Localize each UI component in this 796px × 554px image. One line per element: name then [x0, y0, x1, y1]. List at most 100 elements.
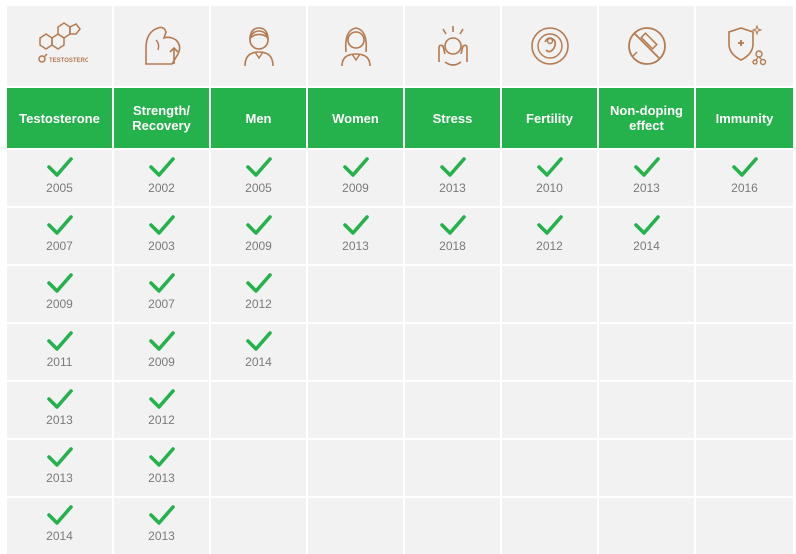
checkmark-icon: [536, 157, 563, 177]
table-cell: 2007: [7, 208, 112, 264]
table-cell: [696, 382, 793, 438]
checkmark-icon: [46, 157, 73, 177]
icon-cell: [696, 6, 793, 86]
study-year: 2016: [731, 181, 758, 195]
table-cell: [405, 266, 500, 322]
man-icon: [243, 27, 274, 67]
fertility-embryo-icon: [530, 27, 569, 65]
table-cell: [405, 382, 500, 438]
table-cell: 2013: [114, 440, 209, 496]
checkmark-icon: [46, 505, 73, 525]
study-year: 2009: [148, 355, 175, 369]
column-header: Fertility: [502, 88, 597, 148]
table-cell: [405, 498, 500, 554]
immunity-shield-icon: [727, 24, 766, 66]
table-cell: [502, 266, 597, 322]
table-cell: [502, 324, 597, 380]
table-cell: 2014: [599, 208, 694, 264]
table-cell: [211, 440, 306, 496]
study-year: 2013: [342, 239, 369, 253]
table-cell: 2012: [114, 382, 209, 438]
checkmark-icon: [148, 215, 175, 235]
icon-cell: TESTOSTERONE: [7, 6, 112, 86]
table-cell: [599, 440, 694, 496]
checkmark-icon: [245, 157, 272, 177]
table-cell: 2005: [211, 150, 306, 206]
table-cell: [502, 498, 597, 554]
checkmark-icon: [633, 215, 660, 235]
table-cell: 2011: [7, 324, 112, 380]
stressed-person-icon: [437, 26, 468, 66]
checkmark-icon: [148, 157, 175, 177]
checkmark-icon: [148, 331, 175, 351]
column-header: Women: [308, 88, 403, 148]
study-year: 2013: [633, 181, 660, 195]
study-year: 2002: [148, 181, 175, 195]
table-cell: 2014: [7, 498, 112, 554]
checkmark-icon: [46, 215, 73, 235]
table-cell: [211, 382, 306, 438]
checkmark-icon: [46, 273, 73, 293]
column-header: Strength/ Recovery: [114, 88, 209, 148]
table-cell: 2002: [114, 150, 209, 206]
table-cell: 2013: [308, 208, 403, 264]
study-year: 2013: [148, 471, 175, 485]
checkmark-icon: [148, 273, 175, 293]
table-cell: 2003: [114, 208, 209, 264]
table-cell: 2012: [211, 266, 306, 322]
table-cell: [599, 266, 694, 322]
study-year: 2014: [46, 529, 73, 543]
study-year: 2009: [245, 239, 272, 253]
woman-icon: [340, 27, 371, 67]
svg-text:TESTOSTERONE: TESTOSTERONE: [49, 58, 88, 64]
flexed-arm-icon: [144, 26, 180, 65]
table-cell: [308, 382, 403, 438]
table-cell: 2010: [502, 150, 597, 206]
table-cell: 2013: [7, 440, 112, 496]
table-cell: 2013: [114, 498, 209, 554]
table-cell: 2009: [7, 266, 112, 322]
table-cell: [211, 498, 306, 554]
study-year: 2009: [46, 297, 73, 311]
table-cell: [599, 498, 694, 554]
table-cell: [405, 324, 500, 380]
table-cell: [502, 382, 597, 438]
study-year: 2005: [245, 181, 272, 195]
table-cell: 2009: [114, 324, 209, 380]
checkmark-icon: [731, 157, 758, 177]
table-cell: [308, 266, 403, 322]
icon-cell: [114, 6, 209, 86]
study-year: 2013: [46, 413, 73, 427]
table-cell: 2013: [599, 150, 694, 206]
study-year: 2018: [439, 239, 466, 253]
checkmark-icon: [148, 389, 175, 409]
table-cell: 2014: [211, 324, 306, 380]
table-cell: 2013: [405, 150, 500, 206]
icon-cell: [502, 6, 597, 86]
checkmark-icon: [46, 389, 73, 409]
checkmark-icon: [536, 215, 563, 235]
checkmark-icon: [439, 157, 466, 177]
checkmark-icon: [245, 331, 272, 351]
study-year: 2012: [536, 239, 563, 253]
table-cell: [308, 324, 403, 380]
study-year: 2013: [148, 529, 175, 543]
study-year: 2009: [342, 181, 369, 195]
study-year: 2005: [46, 181, 73, 195]
checkmark-icon: [148, 505, 175, 525]
study-year: 2012: [245, 297, 272, 311]
study-year: 2003: [148, 239, 175, 253]
checkmark-icon: [245, 215, 272, 235]
table-cell: 2005: [7, 150, 112, 206]
column-header: Immunity: [696, 88, 793, 148]
icon-cell: [599, 6, 694, 86]
study-year: 2011: [46, 355, 73, 369]
table-cell: [308, 440, 403, 496]
table-cell: 2009: [308, 150, 403, 206]
checkmark-icon: [342, 215, 369, 235]
table-cell: [599, 382, 694, 438]
no-syringe-icon: [627, 27, 666, 65]
table-cell: 2013: [7, 382, 112, 438]
testosterone-molecule-icon: TESTOSTERONE: [37, 22, 88, 64]
